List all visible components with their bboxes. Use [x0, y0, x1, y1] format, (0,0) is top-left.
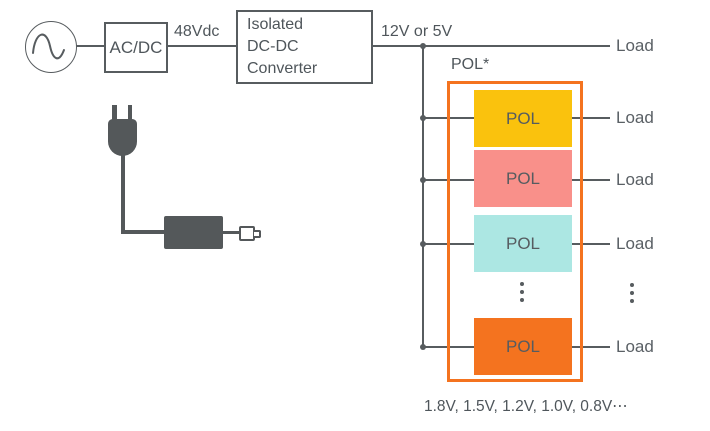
load-label-2: Load [616, 108, 654, 127]
junction-dot-3 [420, 241, 426, 247]
pol-box-2: POL [474, 150, 572, 207]
pol-box-label: POL [505, 336, 541, 356]
adapter-cable-vertical [121, 150, 125, 234]
ellipsis-dots-pol-column [520, 278, 524, 306]
plug-body [108, 119, 137, 156]
pol-box-3: POL [474, 215, 572, 272]
wire-bus-vertical [422, 45, 424, 349]
pol-box-1: POL [474, 90, 572, 147]
pol-group-label: POL* [451, 56, 490, 73]
junction-dot-top [420, 43, 426, 49]
load-label-1: Load [616, 36, 654, 55]
pol-box-label: POL [505, 168, 541, 188]
pol-group-frame [447, 81, 583, 382]
bus-voltage-label: 12V or 5V [381, 23, 453, 40]
adapter-connector-tip [254, 229, 261, 238]
dcdc-converter-label-line1: Isolated [247, 16, 304, 33]
adapter-cable-horizontal [121, 230, 166, 234]
ac-source [25, 21, 77, 73]
acdc-converter-box: AC/DC [104, 22, 168, 73]
caption-voltages: 1.8V, 1.5V, 1.2V, 1.0V, 0.8V⋯ [424, 398, 628, 415]
wire-branch-right-2 [572, 179, 610, 181]
load-label-3: Load [616, 170, 654, 189]
dcdc-converter-label-line2: DC-DC Converter [247, 38, 318, 77]
sine-wave-icon [32, 33, 65, 60]
junction-dot-4 [420, 344, 426, 350]
junction-dot-2 [420, 177, 426, 183]
voltage-label-48vdc: 48Vdc [174, 23, 220, 40]
plug-prong-right [127, 105, 132, 122]
pol-box-label: POL [505, 108, 541, 128]
acdc-converter-label: AC/DC [109, 37, 163, 57]
adapter-output-wire [223, 231, 239, 234]
pol-box-label: POL [505, 233, 541, 253]
wire-bus-top [373, 45, 610, 47]
wire-source-to-acdc [76, 45, 104, 47]
plug-prong-left [112, 105, 117, 122]
wire-branch-right-4 [572, 346, 610, 348]
adapter-connector [239, 226, 255, 241]
dcdc-converter-box: Isolated DC-DC Converter [236, 10, 373, 84]
ellipsis-dots-load-column [630, 279, 634, 307]
pol-box-4: POL [474, 318, 572, 375]
junction-dot-1 [420, 115, 426, 121]
wire-acdc-to-converter [168, 45, 236, 47]
wire-branch-right-3 [572, 243, 610, 245]
load-label-4: Load [616, 234, 654, 253]
wire-branch-right-1 [572, 117, 610, 119]
load-label-5: Load [616, 337, 654, 356]
power-adapter-icon [164, 216, 223, 249]
